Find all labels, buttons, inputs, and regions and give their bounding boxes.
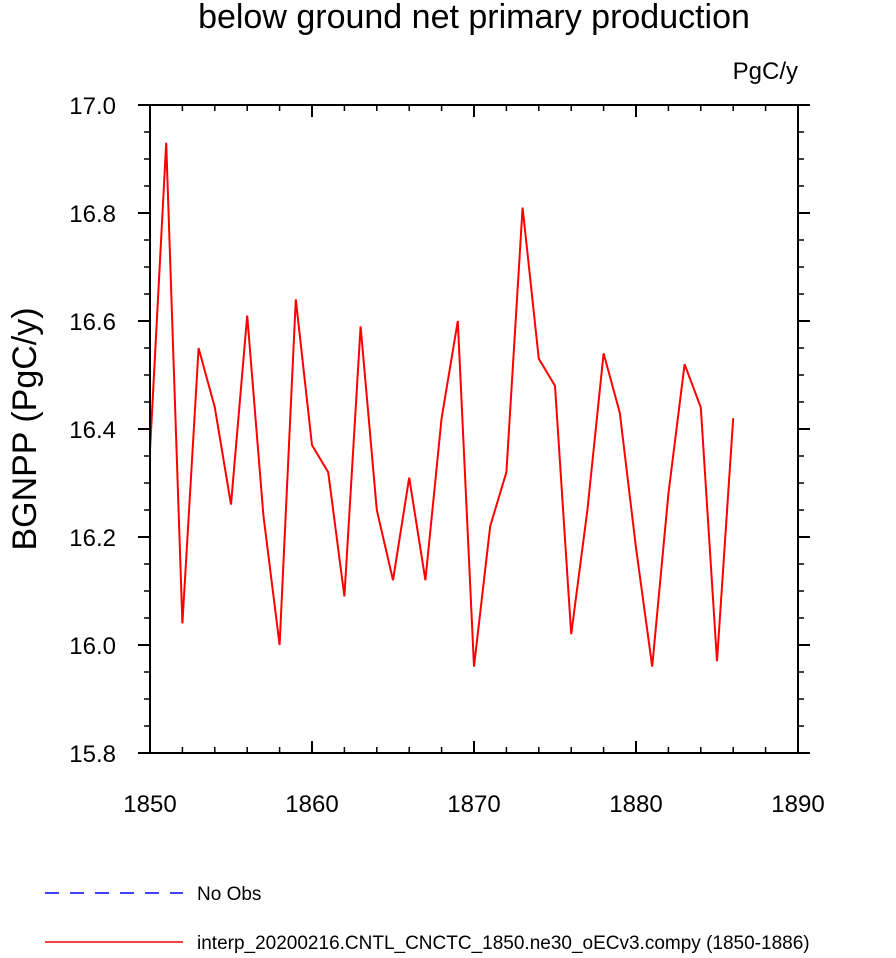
legend: No Obs interp_20200216.CNTL_CNCTC_1850.n… [45,884,810,954]
chart-title: below ground net primary production [198,0,750,36]
axis-tick-labels: 1850 1860 1870 1880 1890 15.8 16.0 16.2 16.4 16.6… [69,93,824,818]
x-tick-label: 1880 [609,791,662,818]
series-lines [149,142,735,667]
x-tick-label: 1870 [447,791,500,818]
y-tick-label: 16.6 [69,309,116,336]
series-line-bgnpp [149,142,735,667]
y-tick-label: 16.8 [69,201,116,228]
x-tick-label: 1860 [285,791,338,818]
plot-frame [149,104,799,754]
units-label: PgC/y [733,58,798,85]
y-tick-label: 16.4 [69,417,116,444]
y-tick-label: 16.2 [69,525,116,552]
y-tick-label: 15.8 [69,741,116,768]
x-tick-label: 1890 [771,791,824,818]
x-tick-label: 1850 [123,791,176,818]
y-tick-label: 16.0 [69,633,116,660]
y-axis-label: BGNPP (PgC/y) [6,307,44,550]
y-tick-label: 17.0 [69,93,116,120]
legend-label-model: interp_20200216.CNTL_CNCTC_1850.ne30_oEC… [197,933,810,954]
legend-label-no-obs: No Obs [197,884,261,905]
